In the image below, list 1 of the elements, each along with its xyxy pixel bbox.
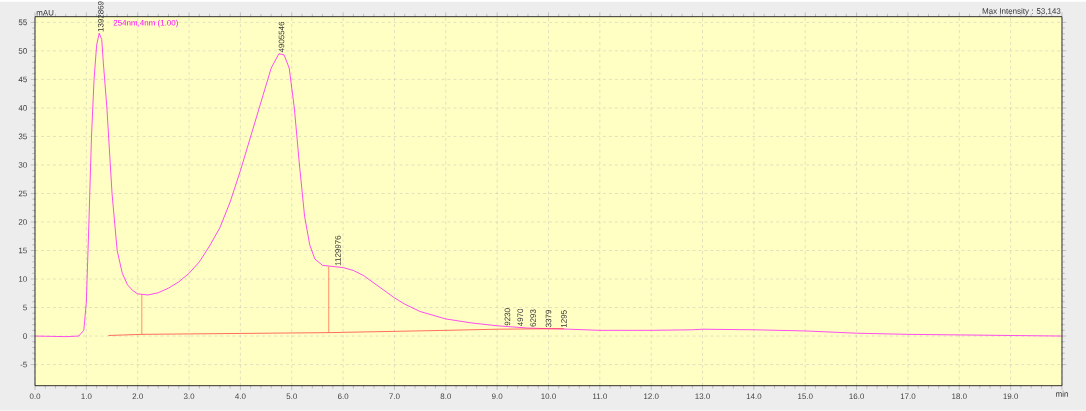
line-series <box>108 328 565 336</box>
